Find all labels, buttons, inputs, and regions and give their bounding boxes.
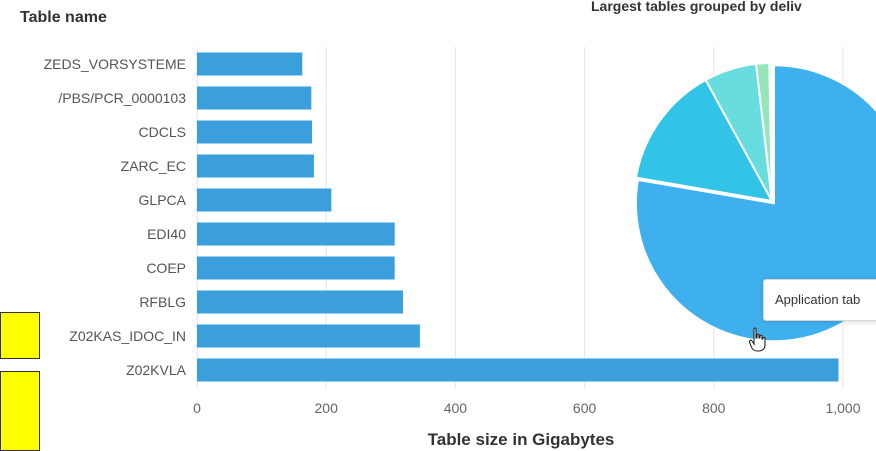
bar [197, 290, 404, 314]
bar [197, 52, 303, 76]
category-label: GLPCA [139, 192, 187, 208]
pie-slice [768, 61, 773, 202]
category-label: /PBS/PCR_0000103 [58, 90, 186, 106]
category-label: EDI40 [147, 226, 186, 242]
x-tick-label: 0 [193, 400, 201, 416]
bar [197, 188, 332, 212]
category-labels: ZEDS_VORSYSTEME/PBS/PCR_0000103 CDCLS ZARC… [44, 56, 187, 378]
x-axis-ticks: 0 200 400 600 800 1,000 [193, 400, 861, 416]
x-axis-title: Table size in Gigabytes [428, 430, 615, 449]
category-label: COEP [146, 260, 186, 276]
x-tick-label: 200 [315, 400, 339, 416]
x-tick-label: 400 [444, 400, 468, 416]
tooltip: Application tab [763, 279, 876, 321]
bar [197, 358, 839, 382]
bar [197, 222, 395, 246]
highlight-marker [0, 371, 40, 451]
bar [197, 324, 420, 348]
bar [197, 154, 314, 178]
category-label: Z02KAS_IDOC_IN [69, 328, 186, 344]
category-label: Z02KVLA [126, 362, 187, 378]
bar [197, 120, 312, 144]
tooltip-text: Application tab [775, 292, 861, 307]
x-tick-label: 800 [702, 400, 726, 416]
pie-slice [634, 78, 774, 203]
category-label: CDCLS [139, 124, 186, 140]
hand-cursor-icon [749, 327, 766, 352]
y-axis-title: Table name [20, 9, 107, 26]
bar [197, 256, 395, 280]
x-tick-label: 1,000 [825, 400, 860, 416]
category-label: ZARC_EC [121, 158, 186, 174]
x-tick-label: 600 [573, 400, 597, 416]
bar-series [197, 52, 839, 382]
category-label: RFBLG [139, 294, 186, 310]
pie-title: Largest tables grouped by deliv [591, 0, 802, 14]
highlight-marker [0, 312, 40, 359]
bar [197, 86, 312, 110]
category-label: ZEDS_VORSYSTEME [44, 56, 186, 72]
